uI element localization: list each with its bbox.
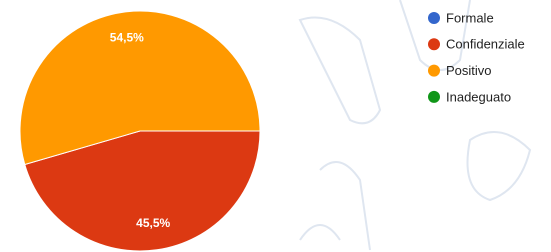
chart: 45,5% 54,5% Formale Confidenziale Positivo In… xyxy=(0,0,551,252)
legend-marker xyxy=(428,91,440,103)
legend-marker xyxy=(428,12,440,24)
legend-label: Inadeguato xyxy=(446,89,511,104)
legend-marker xyxy=(428,65,440,77)
legend-label: Positivo xyxy=(446,63,492,78)
legend-label: Formale xyxy=(446,10,494,25)
legend-marker xyxy=(428,38,440,50)
slice-label: 45,5% xyxy=(136,216,170,230)
slice-label: 54,5% xyxy=(110,31,144,45)
legend-label: Confidenziale xyxy=(446,37,525,52)
